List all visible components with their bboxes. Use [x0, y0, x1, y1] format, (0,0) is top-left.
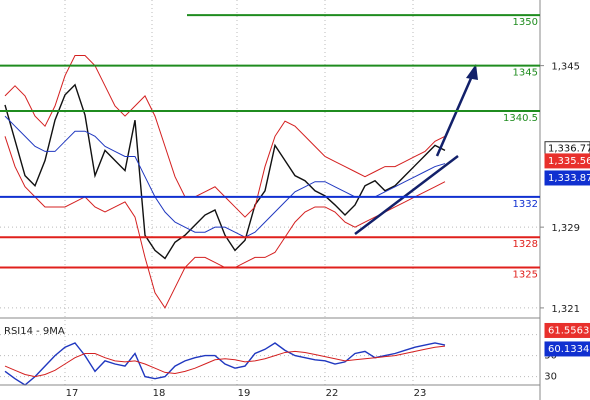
series-line [4, 83, 446, 260]
series-line [4, 345, 446, 378]
price-tag-label: 1,335.56 [548, 156, 590, 167]
series-line [4, 342, 446, 386]
price-tag-label: 1,333.87 [548, 173, 590, 184]
y-tick-label: 1,345 [551, 62, 580, 73]
price-tag-label: 60.1334 [548, 344, 589, 355]
x-tick-label: 23 [414, 388, 427, 399]
price-tag-label: 1,336.77 [548, 144, 590, 155]
price-tag [544, 170, 590, 186]
level-label: 1340.5 [503, 113, 538, 124]
y-tick-label: 30 [544, 372, 557, 383]
price-tag-label: 61.5563 [548, 325, 589, 336]
level-label: 1325 [513, 270, 538, 281]
y-tick-label: 1,321 [551, 304, 580, 315]
price-tag [544, 153, 590, 169]
x-tick-label: 17 [66, 388, 79, 399]
x-tick-label: 18 [153, 388, 166, 399]
projection-arrow [435, 75, 474, 157]
level-label: 1345 [513, 68, 538, 79]
arrow-head [466, 64, 478, 80]
price-tag [544, 341, 590, 357]
y-tick-label: 1,329 [551, 223, 580, 234]
x-tick-label: 22 [326, 388, 339, 399]
level-label: 1328 [513, 239, 538, 250]
trend-line [354, 155, 459, 235]
x-tick-label: 19 [238, 388, 251, 399]
rsi-title: RSI14 - 9MA [4, 326, 65, 337]
price-tag [544, 322, 590, 338]
plot-area [0, 0, 540, 386]
level-label: 1332 [513, 199, 538, 210]
level-label: 1350 [513, 17, 538, 28]
